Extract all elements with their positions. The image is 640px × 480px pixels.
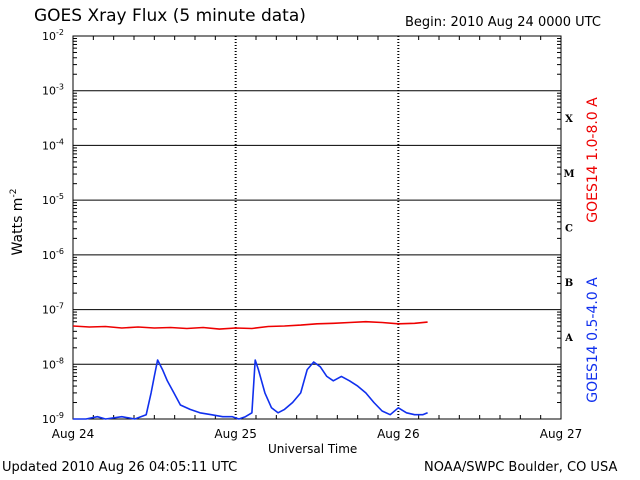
y-tick-label: 10-9 (42, 411, 64, 426)
y-axis-label: Watts m-2 (9, 189, 26, 256)
y-tick-label: 10-8 (42, 356, 64, 371)
credit-label: NOAA/SWPC Boulder, CO USA (424, 460, 618, 475)
flare-class-label: C (565, 224, 573, 235)
x-tick-label: Aug 26 (377, 427, 420, 441)
chart-title: GOES Xray Flux (5 minute data) (34, 6, 306, 26)
y-tick-label: 10-3 (42, 83, 64, 98)
series-short-channel (73, 359, 428, 420)
flare-class-label: M (563, 169, 574, 180)
flare-class-label: X (565, 114, 573, 125)
plot-frame (72, 35, 562, 420)
y-tick-label: 10-7 (42, 302, 64, 317)
flare-class-label: B (565, 278, 573, 289)
y-tick-label: 10-6 (42, 247, 64, 262)
begin-timestamp: Begin: 2010 Aug 24 0000 UTC (405, 15, 601, 30)
flare-class-label: A (564, 333, 573, 344)
legend-long-channel: GOES14 1.0-8.0 A (585, 97, 601, 223)
series-long-channel (72, 320, 428, 330)
x-axis-label: Universal Time (268, 442, 358, 456)
y-tick-label: 10-5 (42, 192, 64, 207)
x-tick-label: Aug 25 (214, 427, 257, 441)
x-tick-label: Aug 24 (52, 427, 95, 441)
y-tick-label: 10-2 (42, 28, 64, 43)
x-tick-label: Aug 27 (540, 427, 583, 441)
updated-timestamp: Updated 2010 Aug 26 04:05:11 UTC (2, 460, 238, 475)
y-tick-label: 10-4 (42, 137, 64, 152)
legend-short-channel: GOES14 0.5-4.0 A (585, 277, 601, 403)
